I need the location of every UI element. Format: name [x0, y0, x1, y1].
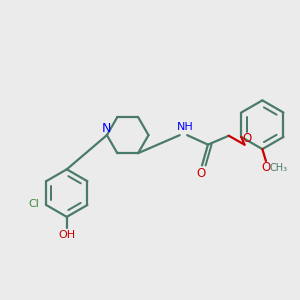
- Text: Cl: Cl: [28, 200, 39, 209]
- Text: OH: OH: [58, 230, 75, 240]
- Text: O: O: [261, 161, 271, 174]
- Text: O: O: [242, 132, 251, 145]
- Text: N: N: [102, 122, 111, 135]
- Text: CH₃: CH₃: [270, 163, 288, 172]
- Text: NH: NH: [177, 122, 194, 132]
- Text: O: O: [197, 167, 206, 180]
